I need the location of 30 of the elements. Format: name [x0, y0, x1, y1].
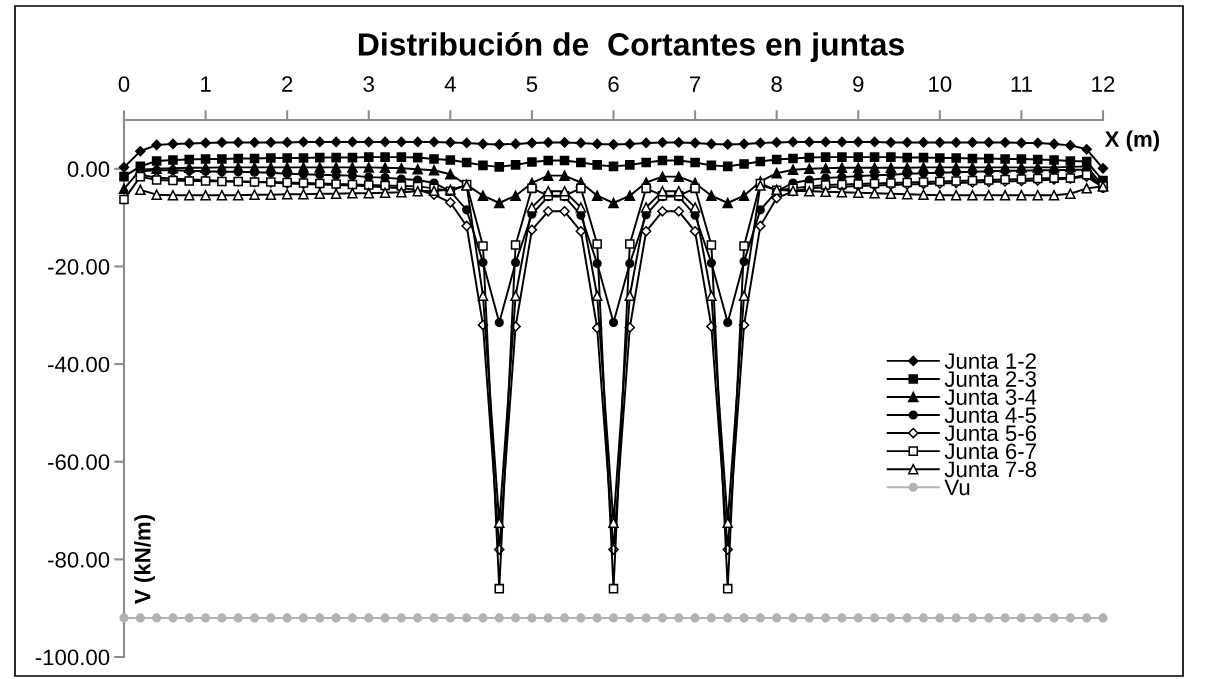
- legend-label: Junta 2-3: [944, 371, 1037, 387]
- chart-title: Distribución de Cortantes en juntas: [358, 31, 904, 63]
- legend-label: Junta 7-8: [944, 461, 1037, 478]
- legend-label: Junta 1-2: [944, 353, 1036, 369]
- x-tick-label: 6: [608, 76, 619, 92]
- x-tick-label: 10: [929, 76, 952, 92]
- y-tick-label: -60.00: [48, 454, 110, 470]
- x-axis-title: X (m): [1104, 130, 1160, 152]
- x-tick-label: 0: [118, 76, 130, 92]
- y-tick-label: -20.00: [48, 258, 110, 275]
- y-axis-title: V (kN/m): [134, 515, 155, 604]
- y-tick-label: -80.00: [48, 551, 110, 568]
- legend-label: Vu: [944, 479, 970, 496]
- x-tick-label: 9: [853, 76, 864, 92]
- legend-label: Junta 3-4: [944, 389, 1037, 405]
- legend-label: Junta 5-6: [944, 425, 1037, 442]
- y-tick-label: 0.00: [67, 161, 110, 178]
- x-tick-label: 8: [771, 76, 782, 92]
- x-tick-label: 1: [201, 76, 211, 92]
- x-tick-label: 2: [282, 76, 293, 92]
- x-tick-label: 11: [1011, 76, 1032, 92]
- x-tick-label: 7: [690, 76, 701, 92]
- x-tick-label: 12: [1092, 76, 1115, 92]
- legend-label: Junta 6-7: [944, 443, 1036, 460]
- x-tick-label: 4: [444, 76, 456, 92]
- y-tick-label: -100.00: [35, 649, 110, 666]
- legend-label: Junta 4-5: [944, 407, 1037, 424]
- y-tick-label: -40.00: [48, 356, 110, 373]
- x-tick-label: 5: [526, 76, 538, 92]
- x-tick-label: 3: [363, 76, 374, 92]
